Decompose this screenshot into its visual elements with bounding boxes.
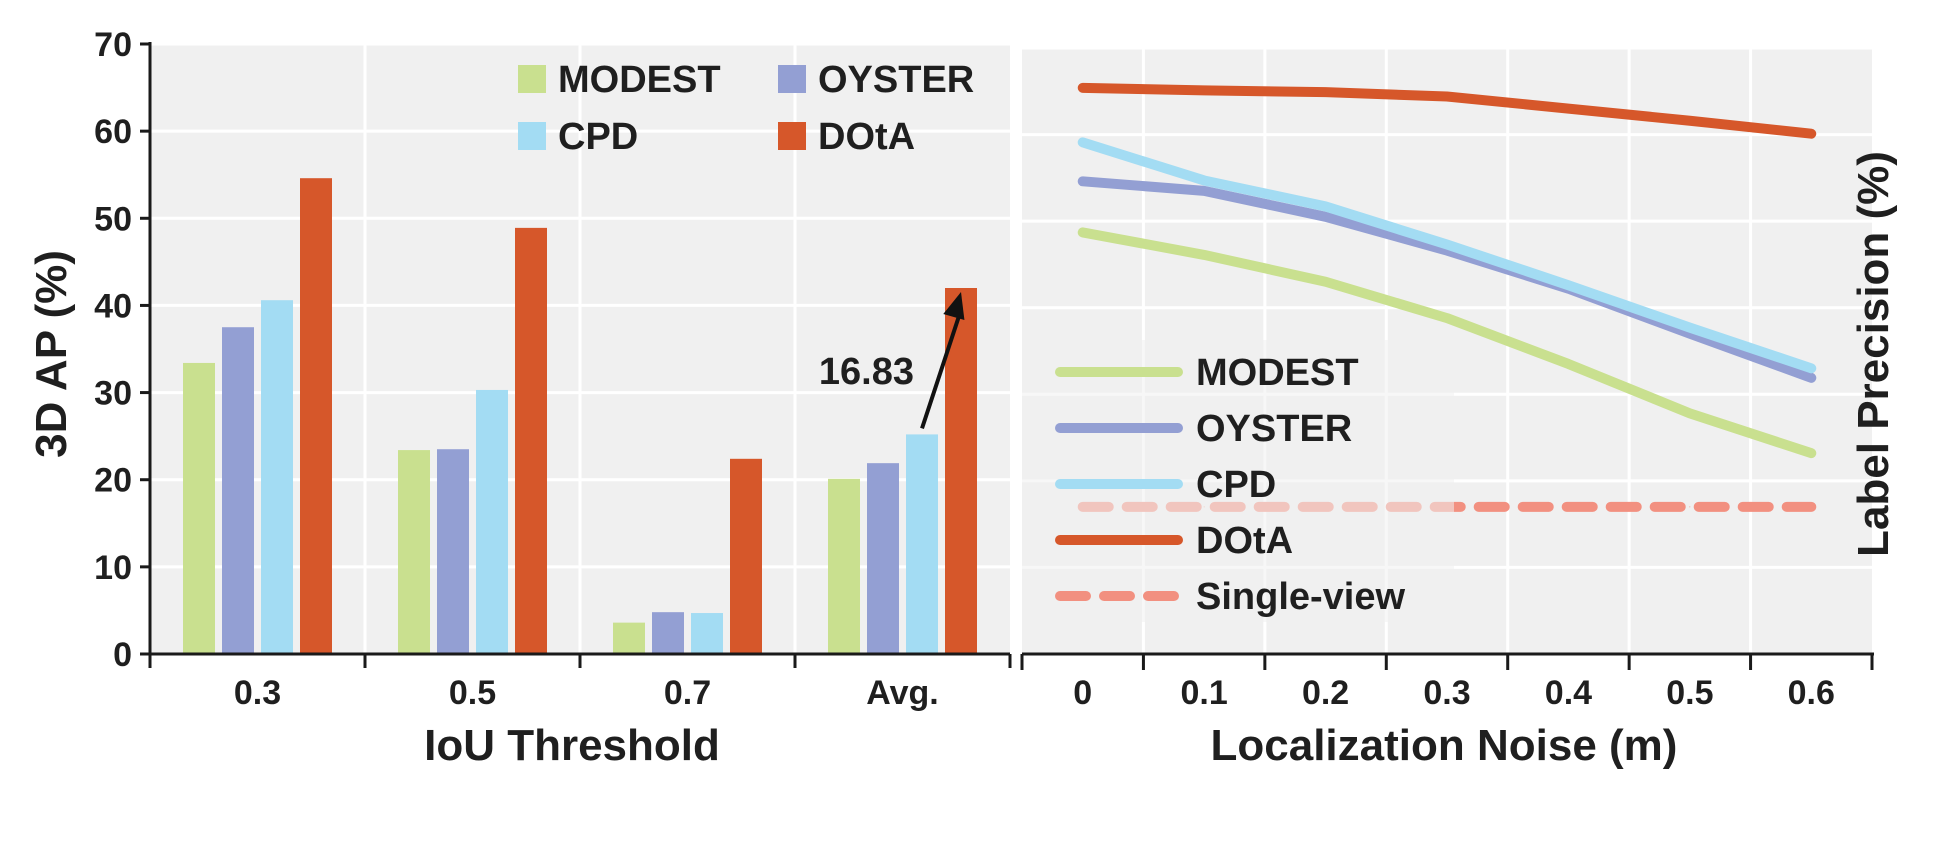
line-point-cpd-0-4 — [1567, 284, 1569, 286]
bar-x-tick-label-0-5: 0.5 — [449, 674, 496, 712]
line-legend-label-modest: MODEST — [1196, 352, 1359, 394]
line-y-axis-title: Label Precision (%) — [1849, 151, 1898, 557]
line-point-dota-0-1 — [1203, 89, 1205, 91]
bar-dota-0-5 — [515, 227, 547, 654]
line-point-cpd-0-3 — [1446, 244, 1448, 246]
line-point-dota-0-6 — [1810, 133, 1812, 135]
bar-legend-label-oyster: OYSTER — [818, 59, 974, 101]
line-point-oyster-0 — [1082, 180, 1084, 182]
bar-annotation-label: 16.83 — [819, 351, 914, 393]
line-point-modest-0-6 — [1810, 452, 1812, 454]
bar-modest-0-5 — [398, 450, 430, 654]
line-x-tick-label-0: 0 — [1073, 674, 1092, 712]
line-point-dota-0 — [1082, 87, 1084, 89]
line-axes: 0 0.1 0.2 0.3 0.4 0.5 0.6 — [1020, 652, 1874, 712]
line-point-cpd-0-6 — [1810, 367, 1812, 369]
bar-modest-0-3 — [183, 362, 215, 654]
bar-x-tick-label-avg: Avg. — [866, 674, 938, 712]
bar-cpd-avg — [906, 434, 938, 654]
bar-y-tick-label: 20 — [94, 462, 132, 500]
line-legend-label-oyster: OYSTER — [1196, 408, 1352, 450]
line-point-oyster-0-2 — [1325, 216, 1327, 218]
bar-legend: MODEST OYSTER CPD DOtA — [518, 59, 974, 158]
line-legend-label-single-view: Single-view — [1196, 576, 1405, 618]
line-point-dota-0-5 — [1689, 120, 1691, 122]
line-x-tick-label-0-4: 0.4 — [1545, 674, 1592, 712]
line-point-modest-0-4 — [1567, 363, 1569, 365]
bar-x-tick-label-0-3: 0.3 — [234, 674, 281, 712]
bar-oyster-avg — [867, 463, 899, 654]
line-point-oyster-0-6 — [1810, 377, 1812, 379]
bar-legend-swatch-dota — [778, 122, 806, 150]
line-point-modest-0-1 — [1203, 254, 1205, 256]
bar-oyster-0-3 — [222, 327, 254, 654]
line-legend-label-cpd: CPD — [1196, 464, 1276, 506]
line-x-tick-label-0-1: 0.1 — [1181, 674, 1228, 712]
line-point-modest-0-5 — [1689, 412, 1691, 414]
line-x-tick-label-0-6: 0.6 — [1788, 674, 1835, 712]
bar-modest-0-7 — [613, 622, 645, 654]
line-x-tick-label-0-2: 0.2 — [1302, 674, 1349, 712]
line-point-modest-0-3 — [1446, 317, 1448, 319]
line-legend-label-dota: DOtA — [1196, 520, 1293, 562]
bar-annotation: 16.83 — [819, 292, 965, 430]
bar-legend-label-dota: DOtA — [818, 116, 915, 158]
line-point-cpd-0 — [1082, 141, 1084, 143]
bar-legend-label-cpd: CPD — [558, 116, 638, 158]
line-chart-panel: 0 0.1 0.2 0.3 0.4 0.5 0.6 MODEST OYSTER CPD DOtA S… — [1020, 46, 1898, 770]
bar-modest-avg — [828, 478, 860, 654]
bar-y-tick-label: 0 — [113, 636, 132, 674]
bar-y-tick-label: 70 — [94, 26, 132, 64]
bar-dota-avg — [945, 288, 977, 654]
line-point-single-view-0-5 — [1689, 506, 1691, 508]
bar-y-tick-label: 60 — [94, 113, 132, 151]
bar-legend-swatch-oyster — [778, 65, 806, 93]
bar-y-tick-label: 30 — [94, 375, 132, 413]
line-point-dota-0-3 — [1446, 95, 1448, 97]
bar-dota-0-3 — [300, 178, 332, 654]
bar-gridlines — [150, 42, 1010, 654]
bar-y-tick-label: 50 — [94, 200, 132, 238]
line-point-single-view-0-6 — [1810, 506, 1812, 508]
line-point-oyster-0-5 — [1689, 333, 1691, 335]
line-point-oyster-0-3 — [1446, 250, 1448, 252]
bar-legend-label-modest: MODEST — [558, 59, 721, 101]
line-x-axis-title: Localization Noise (m) — [1211, 721, 1678, 770]
bar-marks — [183, 178, 977, 654]
line-point-dota-0-4 — [1567, 108, 1569, 110]
line-point-modest-0 — [1082, 231, 1084, 233]
bar-oyster-0-7 — [652, 612, 684, 654]
line-point-single-view-0-4 — [1567, 506, 1569, 508]
line-point-oyster-0-1 — [1203, 190, 1205, 192]
bar-annotation-arrow-shaft — [920, 309, 963, 430]
line-legend: MODEST OYSTER CPD DOtA Single-view — [1055, 352, 1405, 618]
bar-dota-0-7 — [730, 458, 762, 654]
line-x-tick-label-0-3: 0.3 — [1423, 674, 1470, 712]
line-point-cpd-0-2 — [1325, 205, 1327, 207]
line-x-tick-label-0-5: 0.5 — [1666, 674, 1713, 712]
line-point-dota-0-2 — [1325, 91, 1327, 93]
bar-y-axis-title: 3D AP (%) — [27, 250, 76, 458]
line-point-cpd-0-1 — [1203, 179, 1205, 181]
bar-y-tick-label: 10 — [94, 549, 132, 587]
bar-cpd-0-5 — [476, 389, 508, 654]
bar-cpd-0-7 — [691, 613, 723, 654]
bar-legend-swatch-modest — [518, 65, 546, 93]
bar-y-tick-label: 40 — [94, 287, 132, 325]
bar-axes: 0 10 20 30 40 50 60 70 0.3 0.5 0.7 Avg. — [94, 26, 1012, 712]
bar-x-axis-title: IoU Threshold — [424, 721, 720, 770]
bar-x-tick-label-0-7: 0.7 — [664, 674, 711, 712]
bar-chart-panel: 0 10 20 30 40 50 60 70 0.3 0.5 0.7 Avg. MODEST OYSTE… — [27, 26, 1012, 770]
bar-oyster-0-5 — [437, 449, 469, 654]
bar-legend-swatch-cpd — [518, 122, 546, 150]
bar-annotation-arrow-head — [943, 292, 965, 321]
line-point-modest-0-2 — [1325, 281, 1327, 283]
line-point-cpd-0-5 — [1689, 327, 1691, 329]
bar-cpd-0-3 — [261, 300, 293, 654]
